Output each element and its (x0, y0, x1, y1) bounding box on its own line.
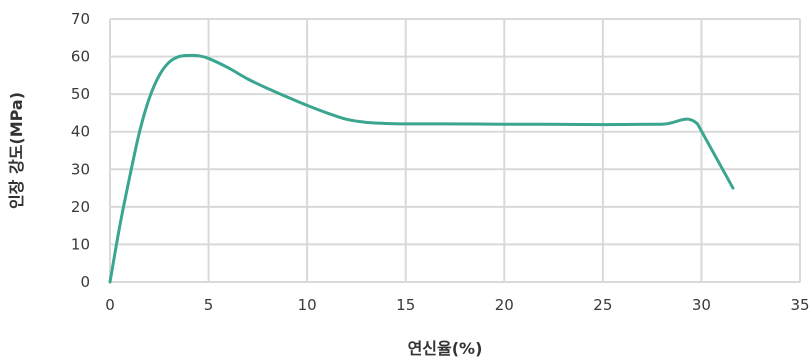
x-tick-labels: 0 5 10 15 20 25 30 35 (105, 296, 809, 314)
y-tick-label: 60 (71, 48, 90, 66)
x-tick-label: 10 (298, 296, 317, 314)
y-tick-label: 30 (71, 160, 90, 178)
x-axis-title: 연신율(%) (408, 339, 483, 358)
x-tick-label: 15 (396, 296, 415, 314)
y-tick-label: 50 (71, 85, 90, 103)
y-tick-labels: 0 10 20 30 40 50 60 70 (71, 10, 90, 291)
x-tick-label: 0 (105, 296, 115, 314)
x-tick-label: 30 (692, 296, 711, 314)
y-tick-label: 0 (80, 273, 90, 291)
y-axis-title: 인장 강도(MPa) (7, 92, 26, 209)
y-tick-label: 20 (71, 198, 90, 216)
x-tick-label: 35 (790, 296, 809, 314)
y-tick-label: 40 (71, 123, 90, 141)
y-tick-label: 10 (71, 235, 90, 253)
tensile-curve (108, 53, 735, 284)
x-tick-label: 25 (593, 296, 612, 314)
x-tick-label: 20 (495, 296, 514, 314)
x-tick-label: 5 (204, 296, 214, 314)
y-tick-label: 70 (71, 10, 90, 28)
grid-lines (109, 18, 801, 283)
